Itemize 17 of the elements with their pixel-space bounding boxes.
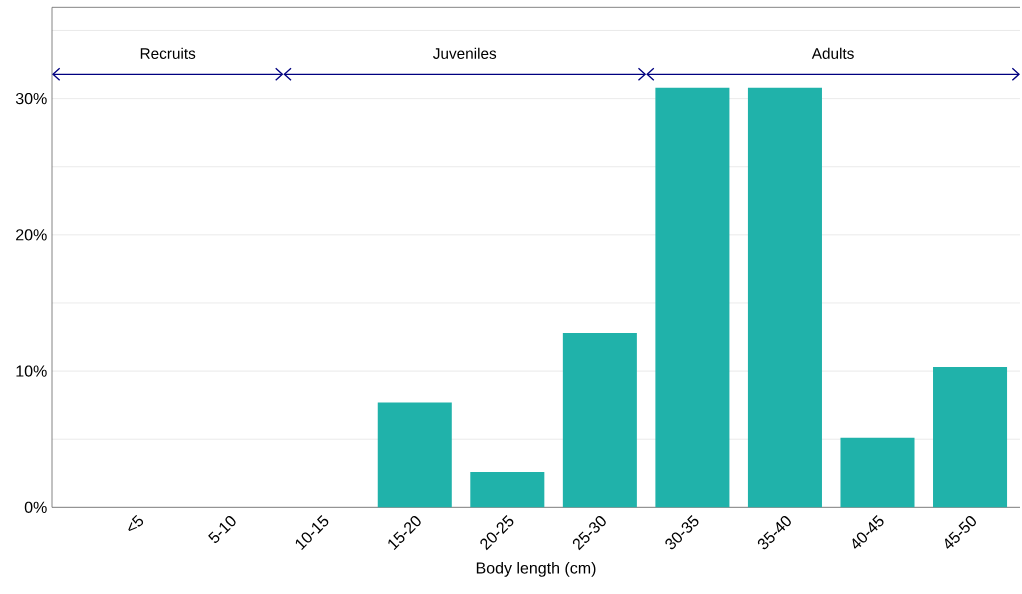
- bar: [562, 332, 637, 508]
- annotation: Recruits: [140, 47, 196, 59]
- bar: [933, 367, 1008, 508]
- x-tick-label: 5-10: [208, 516, 236, 543]
- y-tick-label: 20%: [16, 229, 47, 241]
- x-axis-title: Body length (cm): [476, 561, 596, 577]
- bar: [655, 87, 730, 508]
- annotation: Juveniles: [433, 47, 497, 59]
- bar: [377, 402, 452, 508]
- x-tick-label: <5: [128, 514, 144, 531]
- annotation: Adults: [811, 47, 854, 59]
- bar: [747, 87, 822, 508]
- bar: [470, 471, 545, 508]
- y-tick-label: 30%: [15, 92, 47, 105]
- bar: [840, 437, 915, 508]
- y-tick-label: 0%: [24, 501, 47, 513]
- y-tick-label: 10%: [16, 365, 47, 377]
